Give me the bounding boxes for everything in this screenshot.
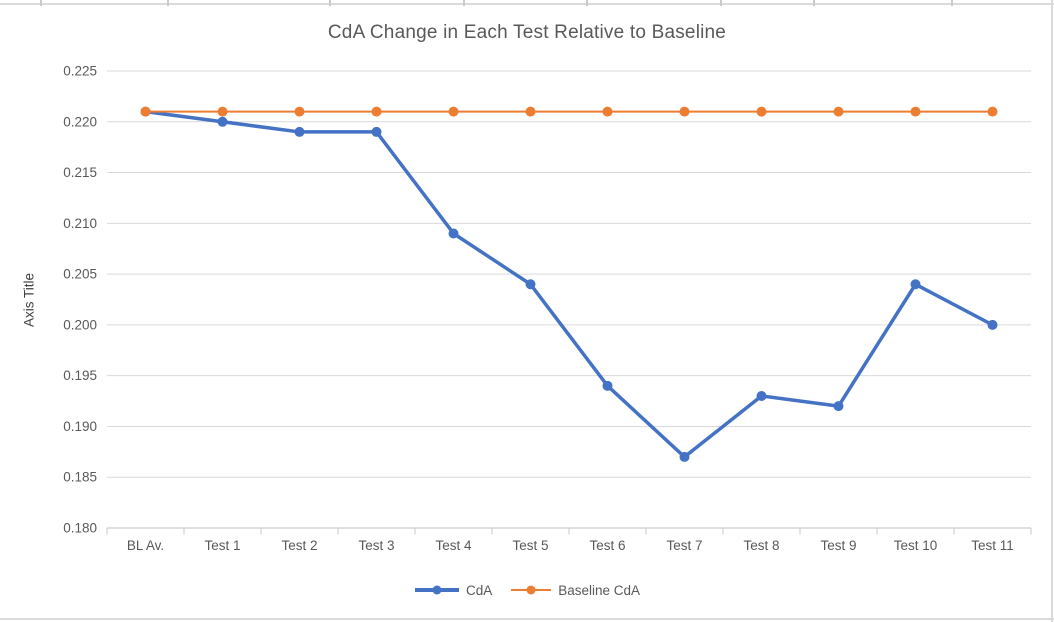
series-marker-cda	[987, 319, 998, 330]
series-marker-cda	[602, 380, 613, 391]
x-tick-label: BL Av.	[127, 538, 164, 553]
series-marker-baseline-cda	[525, 106, 536, 117]
series-marker-baseline-cda	[371, 106, 382, 117]
legend: CdA Baseline CdA	[0, 580, 1054, 600]
sheet-column-tick	[329, 0, 331, 6]
y-tick-label: 0.195	[63, 368, 97, 383]
sheet-column-tick	[586, 0, 588, 6]
series-marker-baseline-cda	[987, 106, 998, 117]
legend-swatch-baseline-line-icon	[511, 585, 552, 595]
series-marker-baseline-cda	[910, 106, 921, 117]
chart-title: CdA Change in Each Test Relative to Base…	[327, 22, 727, 43]
x-tick-label: Test 4	[435, 538, 472, 553]
series-marker-baseline-cda	[833, 106, 844, 117]
series-marker-baseline-cda	[602, 106, 613, 117]
series-marker-baseline-cda	[217, 106, 228, 117]
x-tick-label: Test 9	[820, 538, 856, 553]
sheet-column-tick	[951, 0, 953, 6]
series-marker-cda	[833, 401, 844, 412]
series-line-cda	[145, 109, 994, 459]
x-tick-label: Test 10	[894, 538, 938, 553]
y-tick-label: 0.210	[63, 216, 97, 231]
series-marker-baseline-cda	[294, 106, 305, 117]
x-tick-label: Test 3	[358, 538, 394, 553]
series-marker-cda	[910, 279, 921, 290]
sheet-column-tick	[463, 0, 465, 6]
series-marker-cda	[294, 126, 305, 137]
series-marker-cda	[448, 228, 459, 239]
x-tick-label: Test 6	[589, 538, 625, 553]
legend-label-baseline-cda: Baseline CdA	[558, 582, 641, 598]
sheet-gridline-bottom	[0, 618, 1054, 620]
y-tick-label: 0.200	[63, 317, 97, 332]
series-marker-baseline-cda	[679, 106, 690, 117]
legend-item-baseline-cda: Baseline CdA	[510, 583, 640, 598]
sheet-column-tick	[813, 0, 815, 6]
x-tick-label: Test 8	[743, 538, 779, 553]
x-tick-label: Test 2	[281, 538, 317, 553]
sheet-column-tick	[720, 0, 722, 6]
series-marker-baseline-cda	[140, 106, 151, 117]
y-tick-label: 0.225	[63, 64, 97, 79]
legend-item-cda: CdA	[414, 583, 492, 598]
sheet-gridline-right	[1051, 0, 1053, 622]
legend-swatch-cda-line-icon	[414, 585, 459, 595]
x-tick-label: Test 11	[971, 538, 1014, 553]
series-marker-baseline-cda	[756, 106, 767, 117]
y-tick-label: 0.185	[63, 470, 97, 485]
series-marker-cda	[217, 116, 228, 127]
series-marker-cda	[679, 451, 690, 462]
x-tick-label: Test 5	[512, 538, 548, 553]
series-marker-baseline-cda	[448, 106, 459, 117]
sheet-column-tick	[167, 0, 169, 6]
legend-label-cda: CdA	[465, 582, 493, 598]
sheet-column-tick	[40, 0, 42, 6]
y-tick-label: 0.215	[63, 165, 97, 180]
y-tick-label: 0.205	[63, 267, 97, 282]
series-marker-cda	[371, 126, 382, 137]
x-tick-label: Test 1	[204, 538, 240, 553]
series-marker-cda	[525, 279, 536, 290]
series-marker-cda	[756, 390, 767, 401]
x-tick-label: Test 7	[666, 538, 702, 553]
sheet-gridline-top	[0, 3, 1054, 5]
y-tick-label: 0.180	[63, 521, 97, 536]
y-tick-label: 0.220	[63, 114, 97, 129]
y-tick-label: 0.190	[63, 419, 97, 434]
